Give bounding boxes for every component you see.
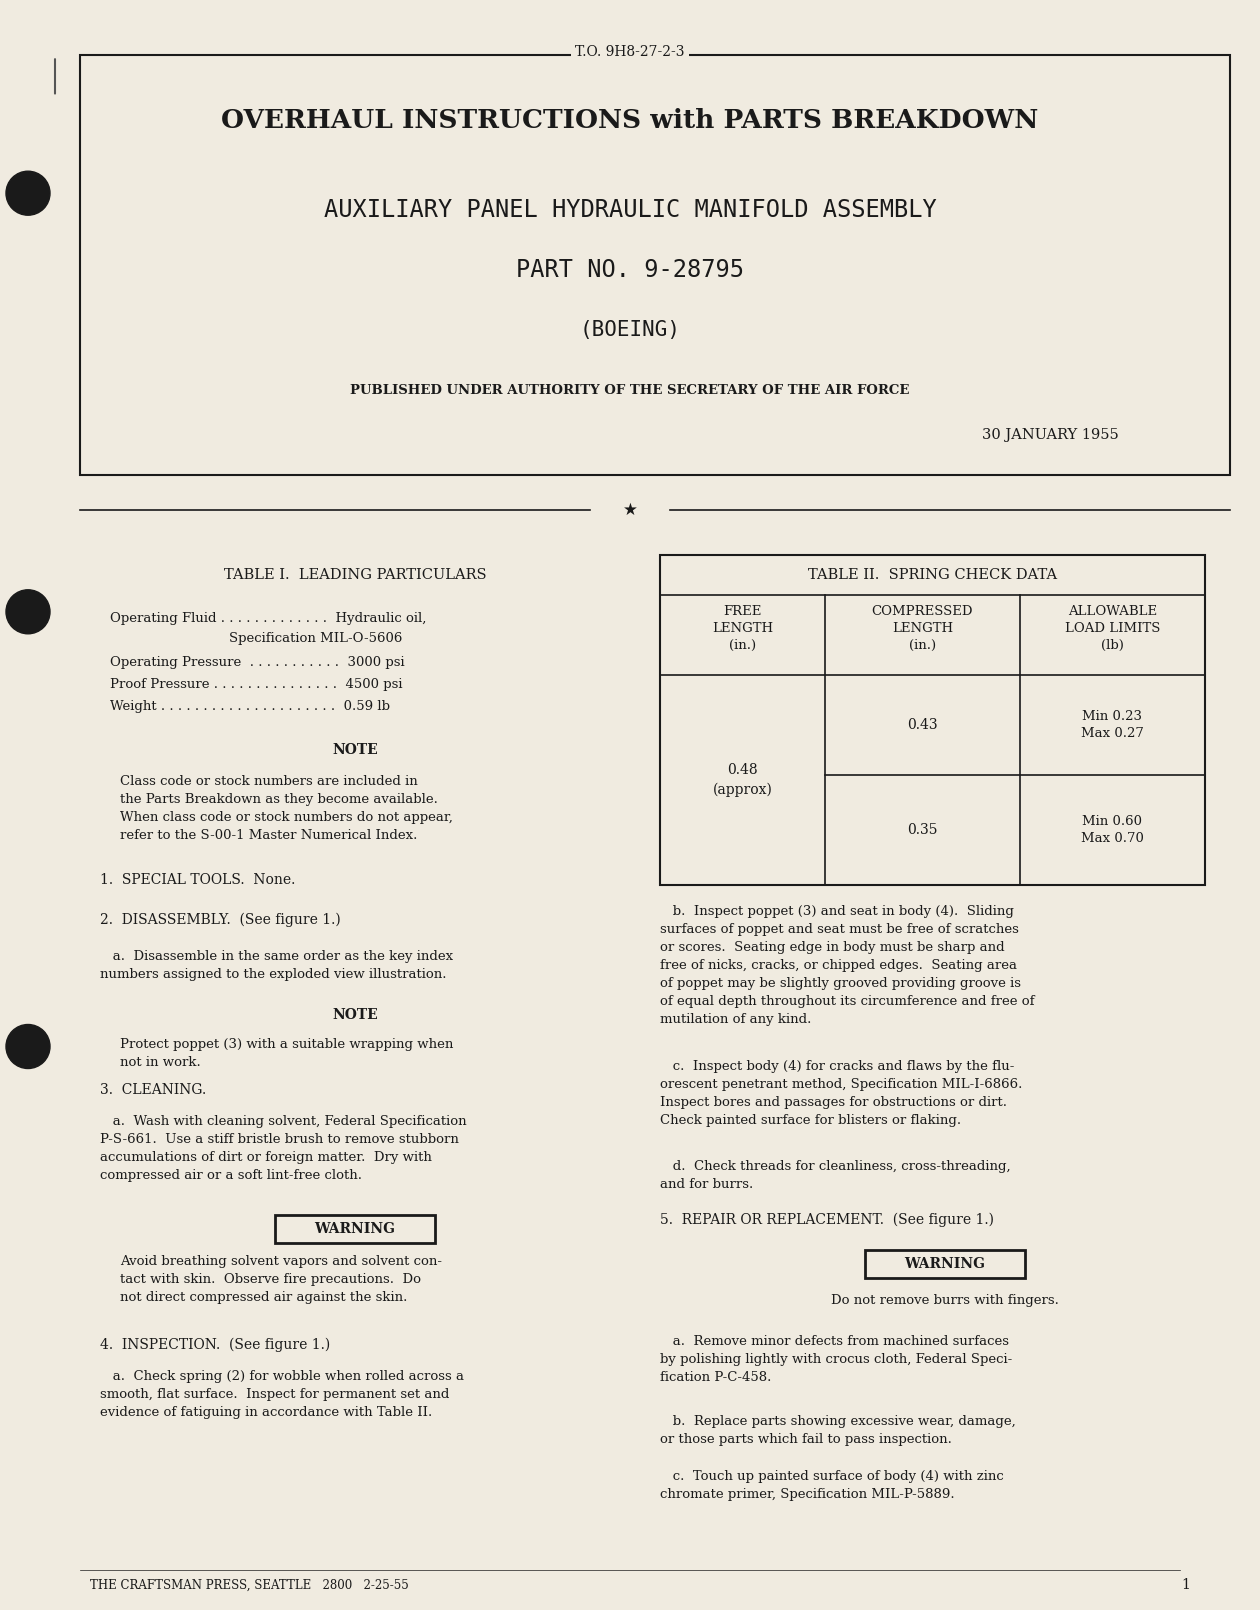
- Text: WARNING: WARNING: [905, 1257, 985, 1270]
- Text: Class code or stock numbers are included in
the Parts Breakdown as they become a: Class code or stock numbers are included…: [120, 774, 452, 842]
- Text: 0.43: 0.43: [907, 718, 937, 733]
- Circle shape: [6, 171, 50, 216]
- Bar: [866, 1249, 1024, 1278]
- Bar: [275, 1216, 435, 1243]
- Text: c.  Inspect body (4) for cracks and flaws by the flu-
orescent penetrant method,: c. Inspect body (4) for cracks and flaws…: [660, 1059, 1022, 1127]
- Text: Weight . . . . . . . . . . . . . . . . . . . . .  0.59 lb: Weight . . . . . . . . . . . . . . . . .…: [110, 699, 391, 713]
- Text: b.  Replace parts showing excessive wear, damage,
or those parts which fail to p: b. Replace parts showing excessive wear,…: [660, 1415, 1016, 1446]
- Text: Min 0.60
Max 0.70: Min 0.60 Max 0.70: [1081, 815, 1144, 845]
- Text: 0.35: 0.35: [907, 823, 937, 837]
- Circle shape: [6, 589, 50, 634]
- Text: ALLOWABLE
LOAD LIMITS
(lb): ALLOWABLE LOAD LIMITS (lb): [1065, 605, 1160, 652]
- Text: FREE
LENGTH
(in.): FREE LENGTH (in.): [712, 605, 774, 652]
- Text: 1: 1: [1181, 1578, 1189, 1592]
- Text: WARNING: WARNING: [315, 1222, 396, 1236]
- Text: Do not remove burrs with fingers.: Do not remove burrs with fingers.: [832, 1293, 1058, 1306]
- Text: COMPRESSED
LENGTH
(in.): COMPRESSED LENGTH (in.): [872, 605, 973, 652]
- Text: Operating Pressure  . . . . . . . . . . .  3000 psi: Operating Pressure . . . . . . . . . . .…: [110, 655, 404, 668]
- Text: Avoid breathing solvent vapors and solvent con-
tact with skin.  Observe fire pr: Avoid breathing solvent vapors and solve…: [120, 1256, 442, 1304]
- Text: T.O. 9H8-27-2-3: T.O. 9H8-27-2-3: [576, 45, 684, 60]
- Text: TABLE I.  LEADING PARTICULARS: TABLE I. LEADING PARTICULARS: [224, 568, 486, 581]
- Text: TABLE II.  SPRING CHECK DATA: TABLE II. SPRING CHECK DATA: [808, 568, 1057, 581]
- Bar: [660, 555, 1205, 886]
- Text: c.  Touch up painted surface of body (4) with zinc
chromate primer, Specificatio: c. Touch up painted surface of body (4) …: [660, 1470, 1004, 1501]
- Circle shape: [6, 1024, 50, 1069]
- Text: 0.48
(approx): 0.48 (approx): [713, 763, 772, 797]
- Text: ★: ★: [622, 501, 638, 518]
- Text: Specification MIL-O-5606: Specification MIL-O-5606: [110, 631, 402, 644]
- Text: AUXILIARY PANEL HYDRAULIC MANIFOLD ASSEMBLY: AUXILIARY PANEL HYDRAULIC MANIFOLD ASSEM…: [324, 198, 936, 222]
- Text: PUBLISHED UNDER AUTHORITY OF THE SECRETARY OF THE AIR FORCE: PUBLISHED UNDER AUTHORITY OF THE SECRETA…: [350, 383, 910, 396]
- Text: 3.  CLEANING.: 3. CLEANING.: [100, 1084, 207, 1096]
- Text: Protect poppet (3) with a suitable wrapping when
not in work.: Protect poppet (3) with a suitable wrapp…: [120, 1038, 454, 1069]
- Text: d.  Check threads for cleanliness, cross-threading,
and for burrs.: d. Check threads for cleanliness, cross-…: [660, 1159, 1011, 1191]
- Text: NOTE: NOTE: [333, 1008, 378, 1022]
- Text: OVERHAUL INSTRUCTIONS with PARTS BREAKDOWN: OVERHAUL INSTRUCTIONS with PARTS BREAKDO…: [222, 108, 1038, 132]
- Text: 30 JANUARY 1955: 30 JANUARY 1955: [982, 428, 1119, 443]
- Text: (BOEING): (BOEING): [580, 320, 680, 340]
- Text: THE CRAFTSMAN PRESS, SEATTLE   2800   2-25-55: THE CRAFTSMAN PRESS, SEATTLE 2800 2-25-5…: [89, 1578, 408, 1592]
- Text: b.  Inspect poppet (3) and seat in body (4).  Sliding
surfaces of poppet and sea: b. Inspect poppet (3) and seat in body (…: [660, 905, 1034, 1026]
- Text: 5.  REPAIR OR REPLACEMENT.  (See figure 1.): 5. REPAIR OR REPLACEMENT. (See figure 1.…: [660, 1212, 994, 1227]
- Bar: [79, 55, 1230, 475]
- Text: a.  Check spring (2) for wobble when rolled across a
smooth, flat surface.  Insp: a. Check spring (2) for wobble when roll…: [100, 1370, 464, 1418]
- Text: 2.  DISASSEMBLY.  (See figure 1.): 2. DISASSEMBLY. (See figure 1.): [100, 913, 340, 927]
- Text: NOTE: NOTE: [333, 742, 378, 757]
- Text: a.  Wash with cleaning solvent, Federal Specification
P-S-661.  Use a stiff bris: a. Wash with cleaning solvent, Federal S…: [100, 1116, 466, 1182]
- Text: 1.  SPECIAL TOOLS.  None.: 1. SPECIAL TOOLS. None.: [100, 873, 295, 887]
- Text: Proof Pressure . . . . . . . . . . . . . . .  4500 psi: Proof Pressure . . . . . . . . . . . . .…: [110, 678, 402, 691]
- Text: a.  Remove minor defects from machined surfaces
by polishing lightly with crocus: a. Remove minor defects from machined su…: [660, 1335, 1012, 1385]
- Text: a.  Disassemble in the same order as the key index
numbers assigned to the explo: a. Disassemble in the same order as the …: [100, 950, 454, 980]
- Text: PART NO. 9-28795: PART NO. 9-28795: [517, 258, 743, 282]
- Text: Min 0.23
Max 0.27: Min 0.23 Max 0.27: [1081, 710, 1144, 741]
- Text: Operating Fluid . . . . . . . . . . . . .  Hydraulic oil,: Operating Fluid . . . . . . . . . . . . …: [110, 612, 426, 625]
- Text: 4.  INSPECTION.  (See figure 1.): 4. INSPECTION. (See figure 1.): [100, 1338, 330, 1352]
